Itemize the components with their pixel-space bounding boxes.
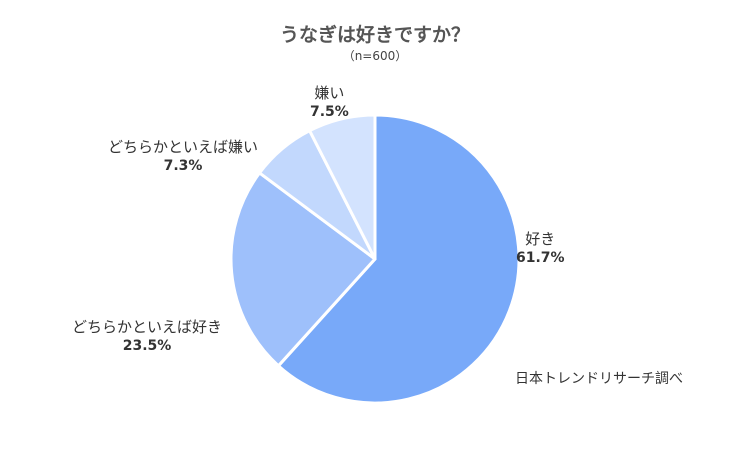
chart-title: うなぎは好きですか？ — [279, 24, 470, 46]
slice-label-text: どちらかといえば嫌い — [108, 138, 259, 156]
slice-label-text: 好き — [525, 230, 556, 248]
pie-slice-0 — [276, 113, 521, 405]
slice-label-text: どちらかといえば好き — [72, 318, 223, 336]
source-note: 日本トレンドリサーチ調べ — [515, 371, 683, 387]
slice-percent: 61.7% — [516, 250, 565, 266]
pie-slice-1 — [229, 171, 377, 368]
slice-percent: 7.3% — [163, 158, 203, 174]
slice-percent: 7.5% — [310, 104, 349, 120]
pie-slice-3 — [308, 113, 377, 261]
slice-percent: 23.5% — [122, 338, 172, 354]
slice-label-suki: 好き 61.7% — [516, 230, 565, 268]
slice-label-dochiraka-suki: どちらかといえば好き 23.5% — [72, 318, 222, 356]
chart-subtitle: （n=600） — [342, 49, 408, 63]
slice-label-dochiraka-kirai: どちらかといえば嫌い 7.3% — [108, 138, 258, 176]
slice-label-text: 嫌い — [314, 84, 345, 102]
slice-label-kirai: 嫌い 7.5% — [310, 84, 349, 122]
